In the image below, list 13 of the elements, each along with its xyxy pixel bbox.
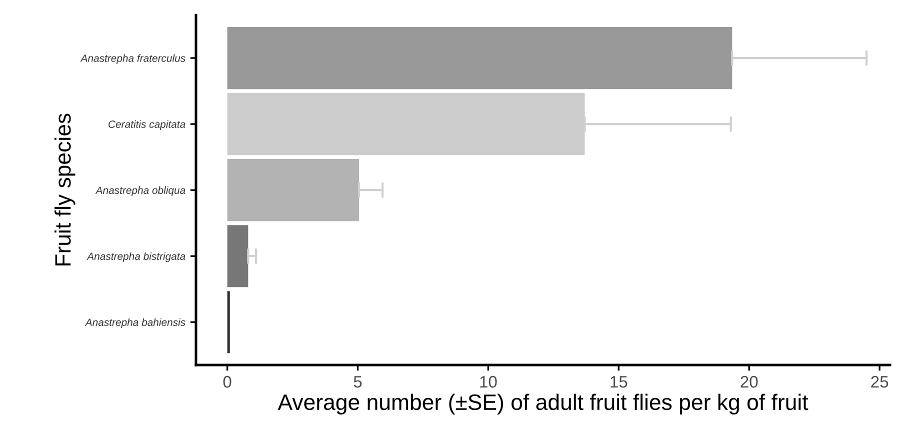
x-tick-label: 0 — [223, 376, 232, 388]
x-tick-label: 10 — [480, 376, 497, 388]
x-tick-label: 25 — [871, 376, 888, 388]
y-tick-label: Ceratitis capitata — [108, 120, 186, 130]
x-tick-label: 5 — [354, 376, 362, 388]
x-tick-label: 20 — [740, 376, 758, 388]
y-tick-label: Anastrepha bistrigata — [86, 252, 186, 262]
x-axis-title: Average number (±SE) of adult fruit flies per kg of fruit — [278, 394, 808, 414]
y-tick-label: Anastrepha fraterculus — [80, 54, 186, 64]
y-tick-label: Anastrepha obliqua — [95, 186, 186, 196]
x-tick-label: 15 — [610, 376, 628, 388]
y-tick-label: Anastrepha bahiensis — [84, 318, 186, 328]
y-axis-title: Fruit fly species — [54, 114, 76, 266]
